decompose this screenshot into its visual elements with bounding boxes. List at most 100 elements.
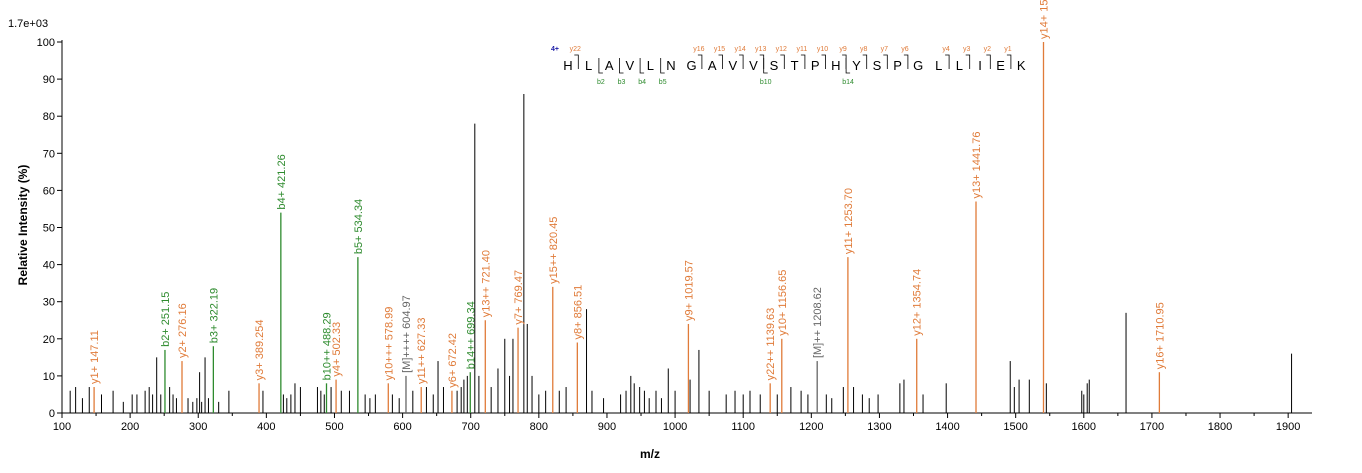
y-ion-label: y6 [901, 46, 909, 53]
x-axis-title: m/z [640, 447, 660, 461]
y-ion-bracket [739, 54, 744, 69]
residue: L [935, 58, 942, 73]
x-tick-label: 300 [189, 421, 207, 433]
residue: A [708, 58, 717, 73]
residue: G [913, 58, 923, 73]
y-ion-bracket [986, 54, 991, 69]
peak-label: y8+ 856.51 [572, 285, 584, 340]
b-ion-bracket [619, 58, 624, 74]
y-tick-label: 10 [43, 371, 55, 383]
peak-label: b2+ 251.15 [160, 292, 172, 347]
x-tick-label: 100 [53, 421, 71, 433]
y-tick-label: 50 [43, 223, 55, 235]
y-ion-bracket [903, 54, 909, 69]
y-ion-label: y16 [693, 46, 704, 53]
x-tick-label: 1000 [663, 421, 687, 433]
y-ion-label: y8 [860, 46, 868, 53]
y-ion-label: y22 [570, 46, 581, 53]
residue: V [749, 58, 758, 73]
b-ion-label: b2 [597, 79, 605, 86]
peak-label: y2+ 276.16 [177, 303, 189, 358]
residue: L [956, 58, 963, 73]
peak-label: y1+ 147.11 [89, 330, 101, 384]
labeled-peaks: y1+ 147.11 b2+ 251.15 y2+ 276.16 b3+ 322.19… [89, 0, 1166, 413]
y-ion-label: y15 [714, 46, 725, 53]
y-ion-label: y3 [963, 46, 971, 53]
residue: N [666, 58, 675, 73]
residue: Y [852, 58, 861, 73]
y-tick-label: 0 [49, 408, 55, 420]
residue: L [647, 58, 654, 73]
x-tick-label: 1100 [731, 421, 755, 433]
x-tick-label: 1400 [935, 421, 959, 433]
peak-label: y4+ 502.33 [331, 322, 343, 377]
x-tick-label: 700 [462, 421, 480, 433]
peak-label: b5+ 534.34 [353, 199, 365, 254]
residue: P [811, 58, 820, 73]
y-ion-bracket [842, 54, 847, 69]
y-ion-bracket [965, 54, 971, 69]
y-ion-bracket [759, 54, 765, 69]
x-tick-label: 800 [530, 421, 548, 433]
y-ion-label: y7 [881, 46, 889, 53]
peak-label: y13++ 721.40 [480, 250, 492, 317]
peak-label: y12+ 1354.74 [912, 269, 924, 336]
residue: E [996, 58, 1005, 73]
y-ion-bracket [1006, 54, 1012, 69]
y-ion-label: y11 [797, 46, 808, 53]
peak-label: [M]++++ 604.97 [401, 295, 413, 373]
y-ion-bracket [718, 54, 723, 69]
peak-label: y10+++ 578.99 [383, 307, 395, 381]
y-ion-bracket [862, 54, 868, 69]
b-ion-label: b3 [618, 79, 626, 86]
peak-label: y11++ 627.33 [416, 318, 428, 384]
y-ion-bracket [697, 54, 703, 69]
unlabeled-peaks [69, 93, 1293, 413]
y-tick-label: 90 [43, 74, 55, 86]
peak-label: y22++ 1139.63 [765, 308, 777, 381]
peak-label: y7+ 769.47 [513, 270, 525, 325]
x-tick-label: 500 [325, 421, 343, 433]
y-tick-label: 70 [43, 148, 55, 160]
residue: K [1017, 58, 1026, 73]
peak-label: b14++ 699.34 [465, 301, 477, 369]
y-ion-bracket [945, 54, 950, 69]
x-tick-label: 400 [257, 421, 275, 433]
x-tick-label: 1700 [1140, 421, 1164, 433]
residue: H [563, 58, 572, 73]
max-intensity-label: 1.7e+03 [8, 18, 48, 30]
b-ion-bracket [763, 58, 768, 74]
residue: V [728, 58, 737, 73]
peak-label: y16+ 1710.95 [1154, 302, 1166, 369]
y-ion-bracket [780, 54, 785, 69]
b-ion-label: b10 [760, 79, 772, 86]
y-tick-label: 100 [37, 37, 55, 49]
y-ion-bracket [883, 54, 888, 69]
residue: T [791, 58, 799, 73]
x-tick-label: 1800 [1208, 421, 1232, 433]
y-tick-label: 80 [43, 111, 55, 123]
peak-label: b3+ 322.19 [208, 288, 220, 343]
peak-label: b4+ 421.26 [276, 154, 288, 209]
charge-state: 4+ [551, 46, 559, 53]
residue: V [625, 58, 634, 73]
residue: I [978, 58, 982, 73]
x-tick-label: 900 [598, 421, 616, 433]
x-tick-label: 1500 [1003, 421, 1027, 433]
x-tick-label: 1900 [1276, 421, 1300, 433]
y-axis-title: Relative Intensity (%) [16, 165, 30, 286]
residue: S [770, 58, 779, 73]
y-tick-label: 40 [43, 260, 55, 272]
y-ion-label: y14 [734, 46, 745, 53]
b-ion-label: b5 [659, 79, 667, 86]
peak-label: y6+ 672.42 [447, 333, 459, 388]
b-ion-bracket [660, 58, 665, 74]
residue: P [893, 58, 902, 73]
x-tick-label: 1600 [1072, 421, 1096, 433]
peak-label: y13+ 1441.76 [971, 132, 983, 199]
y-tick-label: 60 [43, 185, 55, 197]
y-ion-bracket [800, 54, 806, 69]
x-tick-label: 1300 [867, 421, 891, 433]
y-ion-label: y9 [839, 46, 847, 53]
